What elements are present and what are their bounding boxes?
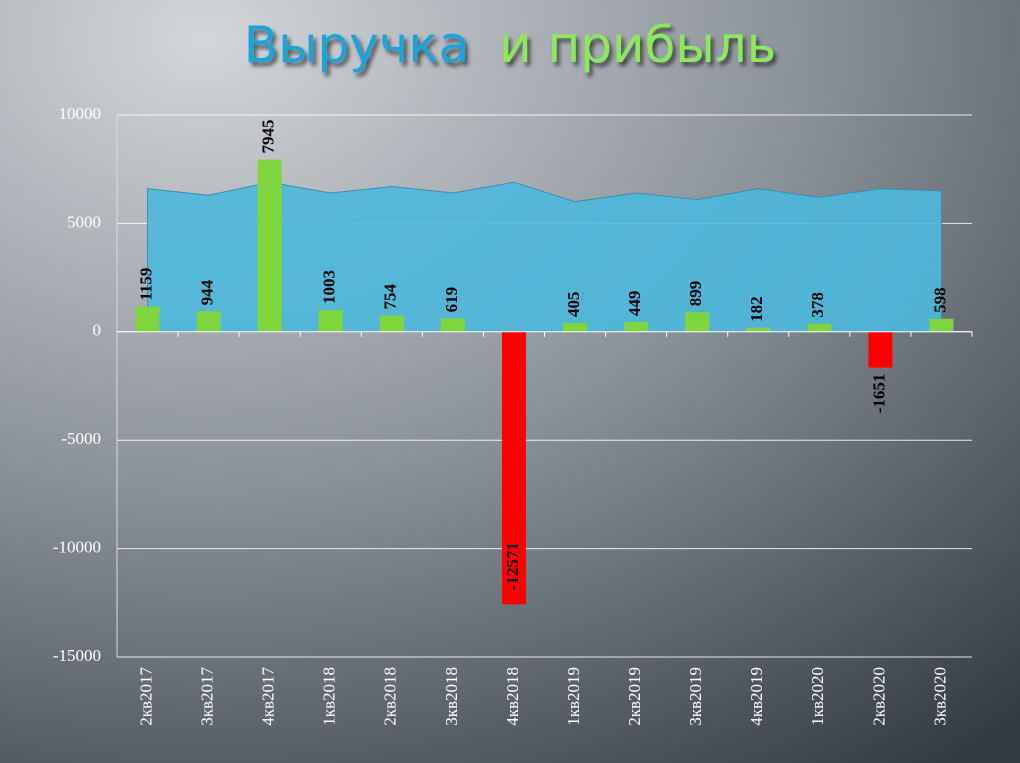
- value-label: 1003: [320, 270, 339, 304]
- plot-area: -15000 -10000 -5000 0 5000 10000 1159 944 7945 10…: [53, 104, 973, 726]
- x-tick-label: 3кв2020: [930, 667, 949, 726]
- x-tick-label: 4кв2017: [259, 667, 278, 726]
- value-label: 598: [930, 287, 949, 313]
- area: [147, 181, 942, 333]
- x-tick-label: 1кв2020: [808, 667, 827, 726]
- title-part: и прибыль: [499, 16, 776, 74]
- value-label: -1651: [869, 374, 888, 414]
- x-tick-label: 2кв2020: [869, 667, 888, 726]
- y-tick-label: -5000: [61, 429, 101, 448]
- x-tick-label: 3кв2017: [198, 667, 217, 726]
- title-part: Выручка: [244, 16, 470, 74]
- bar: [563, 323, 588, 332]
- value-label: 619: [442, 287, 461, 313]
- bar: [807, 323, 832, 332]
- bar: [685, 312, 710, 332]
- y-tick-label: -15000: [53, 646, 101, 665]
- value-label: 7945: [259, 120, 278, 154]
- x-tick-label: 3кв2018: [442, 667, 461, 726]
- value-label: 944: [198, 279, 217, 305]
- y-tick-label: 5000: [67, 212, 101, 231]
- bar: [501, 331, 526, 605]
- value-label: 449: [625, 291, 644, 317]
- bar: [868, 331, 893, 368]
- bar: [379, 315, 404, 332]
- value-label: 754: [381, 283, 400, 309]
- y-tick-label: 10000: [59, 104, 102, 123]
- x-tick-label: 1кв2019: [564, 667, 583, 726]
- bar: [624, 322, 649, 332]
- x-tick-label: 4кв2018: [503, 667, 522, 726]
- value-label: 182: [747, 296, 766, 322]
- x-tick-label: 2кв2017: [136, 667, 155, 726]
- bar: [257, 159, 282, 332]
- value-label: 405: [564, 292, 583, 318]
- y-tick-label: 0: [93, 321, 102, 340]
- value-label: 1159: [136, 268, 155, 301]
- x-tick-label: 1кв2018: [320, 667, 339, 726]
- bar: [196, 311, 221, 332]
- x-tick-label: 2кв2019: [625, 667, 644, 726]
- bar: [746, 327, 771, 332]
- chart-title: Выручка и прибыль: [244, 16, 776, 74]
- value-label: 899: [686, 281, 705, 307]
- x-tick-label: 2кв2018: [381, 667, 400, 726]
- value-label: -12571: [503, 542, 522, 590]
- x-tick-label: 3кв2019: [686, 667, 705, 726]
- x-tick-label: 4кв2019: [747, 667, 766, 726]
- value-label: 378: [808, 292, 827, 318]
- bar: [318, 310, 343, 332]
- bar: [929, 318, 954, 332]
- bar: [135, 306, 160, 332]
- bar: [440, 318, 465, 332]
- y-tick-label: -10000: [53, 538, 101, 557]
